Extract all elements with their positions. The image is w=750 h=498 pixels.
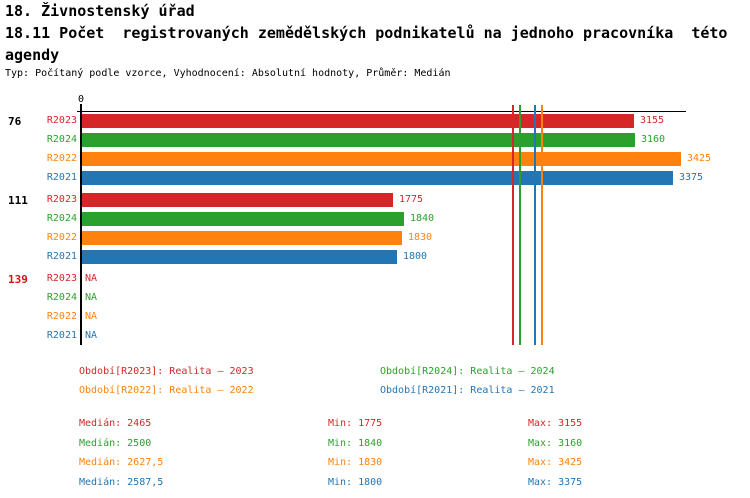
median-line	[512, 105, 514, 345]
series-label: R2021	[46, 330, 77, 341]
series-label: R2022	[46, 232, 77, 243]
bar	[82, 250, 397, 264]
series-label: R2024	[46, 134, 77, 145]
x-axis-line	[77, 111, 686, 112]
bar-value: 1800	[403, 251, 428, 262]
series-label: R2023	[46, 115, 77, 126]
median-line	[519, 105, 521, 345]
stat-max-r2024: Max: 3160	[528, 438, 583, 449]
na-value: NA	[85, 273, 98, 284]
bar	[82, 114, 634, 128]
na-value: NA	[85, 311, 98, 322]
report-subtitle: 18.11 Počet registrovaných zemědělských …	[5, 24, 737, 64]
legend-item-r2022: Období[R2022]: Realita – 2022	[79, 385, 254, 396]
legend-item-r2023: Období[R2023]: Realita – 2023	[79, 366, 254, 377]
stat-max-r2022: Max: 3425	[528, 457, 583, 468]
group-label: 76	[8, 115, 22, 128]
bar-value: 3160	[641, 134, 666, 145]
series-label: R2022	[46, 311, 77, 322]
stat-median-r2022: Medián: 2627,5	[79, 457, 164, 468]
axis-tick	[80, 104, 82, 111]
group-label: 111	[8, 194, 28, 207]
na-value: NA	[85, 330, 98, 341]
stat-max-r2021: Max: 3375	[528, 477, 583, 488]
bar-value: 3155	[640, 115, 665, 126]
bar-value: 1840	[410, 213, 435, 224]
bar	[82, 152, 681, 166]
median-line	[534, 105, 536, 345]
bar-value: 1775	[399, 194, 424, 205]
bar	[82, 231, 402, 245]
stat-min-r2023: Min: 1775	[328, 418, 383, 429]
series-label: R2021	[46, 172, 77, 183]
legend-item-r2024: Období[R2024]: Realita – 2024	[380, 366, 555, 377]
report-title: 18. Živnostenský úřad	[5, 2, 195, 20]
bar-value: 3425	[687, 153, 712, 164]
bar	[82, 212, 404, 226]
stat-min-r2021: Min: 1800	[328, 477, 383, 488]
stat-median-r2024: Medián: 2500	[79, 438, 152, 449]
y-axis-line	[80, 111, 82, 345]
bar-value: 1830	[408, 232, 433, 243]
series-label: R2023	[46, 194, 77, 205]
stat-min-r2022: Min: 1830	[328, 457, 383, 468]
series-label: R2023	[46, 273, 77, 284]
stat-median-r2021: Medián: 2587,5	[79, 477, 164, 488]
bar	[82, 193, 393, 207]
stat-median-r2023: Medián: 2465	[79, 418, 152, 429]
report-meta: Typ: Počítaný podle vzorce, Vyhodnocení:…	[5, 68, 451, 79]
bar-value: 3375	[679, 172, 704, 183]
bar	[82, 171, 673, 185]
legend-item-r2021: Období[R2021]: Realita – 2021	[380, 385, 555, 396]
series-label: R2022	[46, 153, 77, 164]
na-value: NA	[85, 292, 98, 303]
axis-origin-label: 0	[77, 94, 85, 105]
stat-max-r2023: Max: 3155	[528, 418, 583, 429]
series-label: R2021	[46, 251, 77, 262]
bar	[82, 133, 635, 147]
series-label: R2024	[46, 292, 77, 303]
median-line	[541, 105, 543, 345]
stat-min-r2024: Min: 1840	[328, 438, 383, 449]
series-label: R2024	[46, 213, 77, 224]
group-label: 139	[8, 273, 28, 286]
